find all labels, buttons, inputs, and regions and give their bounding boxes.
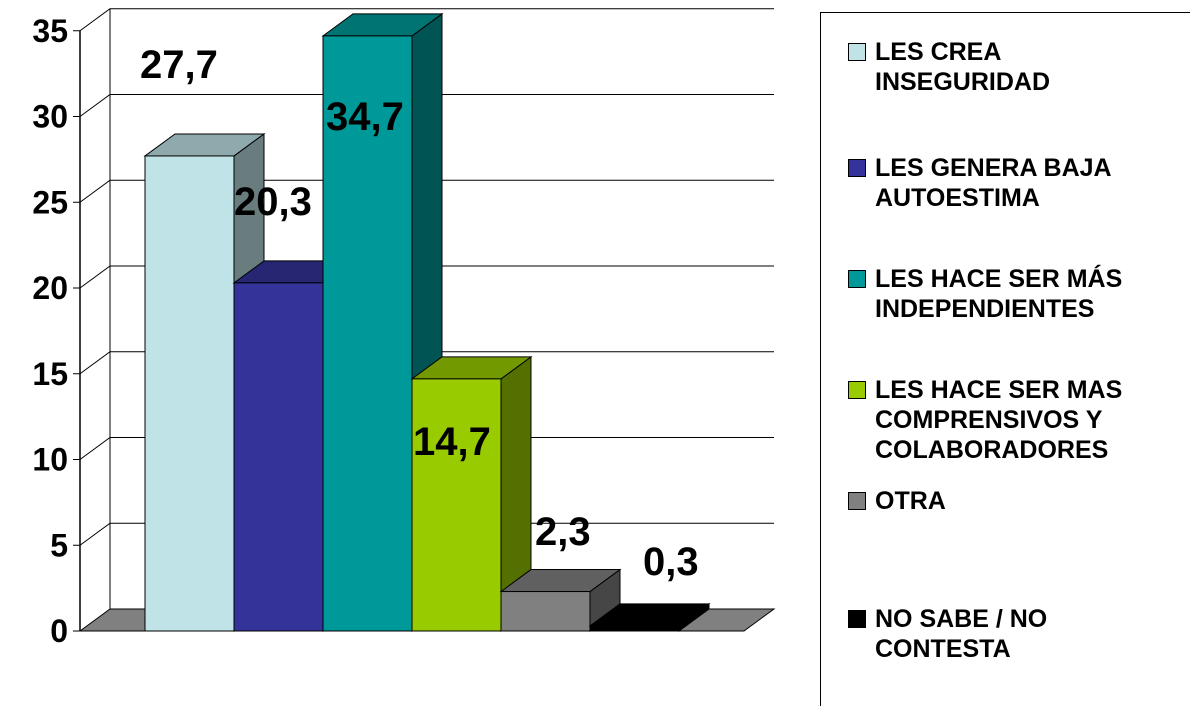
data-label: 27,7 [140,43,218,87]
legend-label: LES HACE SER MÁS INDEPENDIENTES [875,265,1123,323]
y-tick-label: 25 [32,184,68,220]
chart-legend: LES CREA INSEGURIDAD LES GENERA BAJA AUT… [820,12,1190,706]
legend-item-independientes: LES HACE SER MÁS INDEPENDIENTES [848,264,1122,324]
y-tick-label: 35 [32,13,68,49]
legend-swatch [848,492,866,510]
bar [500,591,591,632]
legend-item-no-sabe: NO SABE / NO CONTESTA [848,604,1047,664]
y-tick-label: 15 [32,356,68,392]
bar [233,282,324,632]
legend-label: LES HACE SER MAS COMPRENSIVOS Y COLABORA… [875,376,1123,464]
legend-swatch [848,610,866,628]
legend-label: OTRA [875,487,946,515]
legend-swatch [848,381,866,399]
legend-swatch [848,159,866,177]
legend-label: NO SABE / NO CONTESTA [875,605,1048,663]
data-label: 0,3 [643,540,699,584]
y-tick-label: 20 [32,270,68,306]
y-tick-label: 0 [50,613,68,649]
y-tick-label: 5 [50,527,68,563]
data-label: 20,3 [234,180,312,224]
bar-chart: 0 5 10 15 20 25 30 35 27,7 20,3 34,7 14,7 2,3 0,3 [32,8,776,649]
y-tick-label: 30 [32,99,68,135]
data-label: 14,7 [413,420,491,464]
legend-label: LES CREA INSEGURIDAD [875,38,1051,96]
y-tick-label: 10 [32,442,68,478]
legend-swatch [848,43,866,61]
bar [322,35,413,632]
bar [411,378,502,632]
legend-item-inseguridad: LES CREA INSEGURIDAD [848,37,1050,97]
data-label: 2,3 [535,510,591,554]
legend-label: LES GENERA BAJA AUTOESTIMA [875,154,1112,212]
bar [589,625,680,632]
legend-item-otra: OTRA [848,486,946,516]
legend-item-autoestima: LES GENERA BAJA AUTOESTIMA [848,153,1112,213]
bar [144,155,235,632]
data-label: 34,7 [326,95,404,139]
legend-item-comprensivos: LES HACE SER MAS COMPRENSIVOS Y COLABORA… [848,375,1122,465]
legend-swatch [848,270,866,288]
